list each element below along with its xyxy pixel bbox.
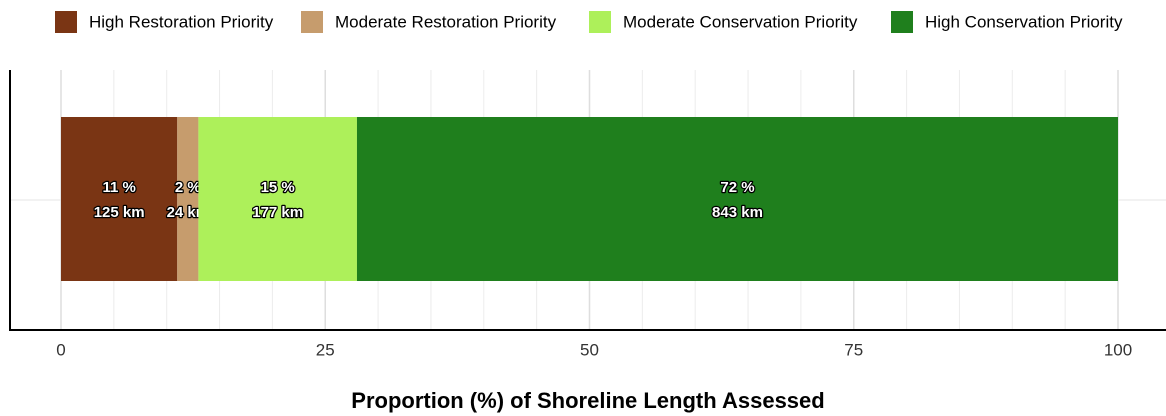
x-tick-label: 75 (844, 340, 863, 359)
legend-label: High Conservation Priority (925, 12, 1123, 31)
data-label: 2 % (175, 179, 201, 196)
x-tick-label: 50 (580, 340, 599, 359)
data-label: 125 km (94, 204, 145, 221)
data-label: 72 % (720, 179, 754, 196)
data-label: 15 % (261, 179, 295, 196)
data-label: 11 % (102, 179, 135, 196)
legend-swatch (891, 11, 913, 33)
legend-label: Moderate Conservation Priority (623, 12, 858, 31)
legend-swatch (589, 11, 611, 33)
legend-swatch (55, 11, 77, 33)
x-tick-label: 0 (56, 340, 65, 359)
legend-label: Moderate Restoration Priority (335, 12, 557, 31)
x-axis-title: Proportion (%) of Shoreline Length Asses… (351, 388, 824, 413)
bar-segment (177, 117, 199, 281)
x-tick-label: 25 (316, 340, 335, 359)
bar-segment (356, 117, 1119, 281)
bar-segment (61, 117, 178, 281)
data-label: 177 km (252, 204, 303, 221)
x-tick-label: 100 (1104, 340, 1132, 359)
data-label: 843 km (712, 204, 763, 221)
legend-label: High Restoration Priority (89, 12, 274, 31)
bar-segment (198, 117, 357, 281)
legend-swatch (301, 11, 323, 33)
